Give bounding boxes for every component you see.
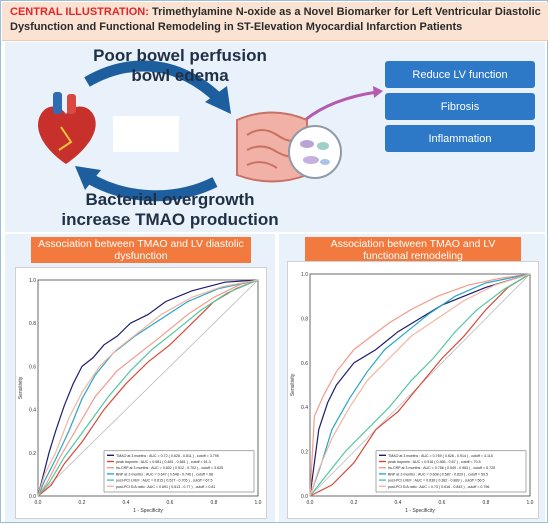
legend-box bbox=[103, 450, 255, 493]
x-tick-label: 0.2 bbox=[351, 500, 358, 506]
legend-entry: TMAO at 3 months : AUC = 0.769 ( 0.626 -… bbox=[388, 454, 493, 458]
y-tick-label: 0.4 bbox=[29, 408, 36, 414]
x-tick-label: 0.8 bbox=[211, 500, 218, 506]
outcome-box-lv-function: Reduce LV function bbox=[385, 61, 535, 88]
bottom-caption-line1: Bacterial overgrowth bbox=[85, 190, 255, 209]
top-caption-line2: bowl edema bbox=[131, 66, 229, 85]
plot-frame bbox=[309, 273, 531, 497]
x-tick-label: 0.0 bbox=[307, 500, 314, 506]
x-axis-label: 1 - Specificity bbox=[405, 508, 435, 514]
right-panel-title: Association between TMAO and LV functiona… bbox=[305, 237, 521, 263]
legend-entry: post-PCI E/A ratio : AUC = 0.73 ( 0.616 … bbox=[388, 485, 489, 489]
right-plot: 0.0 0.0 0.2 0.2 0.4 0.4 0.6 0.6 0.8 0.8 1.0 1.0 1 - … bbox=[287, 261, 539, 519]
y-tick-label: 0.8 bbox=[301, 316, 308, 322]
legend-entry: post-PCI LVEF : AUC = 0.636 ( 0.382 - 0.… bbox=[388, 479, 485, 483]
y-tick-label: 0.6 bbox=[301, 361, 308, 367]
legend-entry: hs-CRP at 3 months : AUC = 0.602 ( 0.512… bbox=[116, 466, 223, 470]
x-axis-label: 1 - Specificity bbox=[133, 508, 163, 514]
roc-curve bbox=[309, 273, 531, 497]
roc-curve bbox=[309, 273, 531, 497]
legend-entry: hs-CRP at 3 months : AUC = 0.756 ( 0.549… bbox=[388, 466, 495, 470]
top-arrow-head bbox=[205, 86, 231, 114]
legend-entry: post-PCI LVEF : AUC = 0.615 ( 0.527 - 0.… bbox=[116, 479, 213, 483]
intestine-icon bbox=[236, 111, 308, 183]
bottom-arrow bbox=[84, 172, 218, 202]
roc-curve bbox=[37, 279, 259, 497]
outcome-arrow-head bbox=[373, 86, 383, 98]
legend-entry: BNP at 3 months : AUC = 0.608 ( 0.587 - … bbox=[388, 472, 488, 476]
roc-curve bbox=[309, 273, 531, 497]
heart-icon bbox=[38, 92, 96, 164]
x-tick-label: 1.0 bbox=[255, 500, 262, 506]
y-tick-label: 0.4 bbox=[301, 405, 308, 411]
bottom-caption: Bacterial overgrowth increase TMAO produ… bbox=[45, 190, 295, 230]
roc-curve bbox=[37, 279, 259, 497]
title-line2: Dysfunction and Functional Remodeling in… bbox=[10, 21, 463, 33]
x-tick-label: 0.0 bbox=[35, 500, 42, 506]
roc-chart-diastolic: 0.00.0 0.2 0.2 0.4 0.4 0.6 0.6 0.8 0.8 1.0 1.0 1 - … bbox=[18, 278, 262, 514]
right-title-line2: functional remodeling bbox=[363, 250, 463, 262]
diagonal-reference bbox=[37, 279, 259, 497]
legend-entry: peak troponin : AUC = 0.581 ( 0.481 - 0.… bbox=[116, 460, 211, 464]
y-tick-label: 1.0 bbox=[29, 278, 36, 284]
legend-entry: BNP at 3 months : AUC = 0.647 ( 0.548 - … bbox=[116, 472, 213, 476]
y-axis-label: Sensitivity bbox=[290, 373, 296, 396]
top-caption: Poor bowel perfusion bowl edema bbox=[75, 46, 285, 86]
left-plot: 0.0 0.0 0.2 0.2 0.4 0.4 0.6 0.6 0.8 0.8 1.0 1.0 1 - … bbox=[15, 267, 267, 519]
roc-curve bbox=[309, 273, 531, 497]
bacteria-icon bbox=[288, 125, 342, 179]
roc-curve bbox=[37, 279, 259, 497]
outcome-arrow bbox=[304, 90, 378, 122]
left-title-line2: dysfunction bbox=[114, 250, 168, 262]
outcome-box-inflammation: Inflammation bbox=[385, 125, 535, 152]
legend-box bbox=[375, 450, 527, 493]
roc-curve bbox=[309, 273, 531, 497]
y-tick-label: 0.6 bbox=[29, 364, 36, 370]
roc-curve bbox=[37, 279, 259, 497]
y-axis-label: Sensitivity bbox=[18, 376, 24, 399]
x-tick-label: 0.2 bbox=[79, 500, 86, 506]
roc-curve bbox=[37, 279, 259, 497]
title-band: CENTRAL ILLUSTRATION: Trimethylamine N-o… bbox=[2, 2, 548, 41]
left-panel-title: Association between TMAO and LV diastoli… bbox=[31, 237, 251, 263]
title-line1: Trimethylamine N-oxide as a Novel Biomar… bbox=[148, 6, 541, 18]
x-tick-label: 0.6 bbox=[439, 500, 446, 506]
right-title-line1: Association between TMAO and LV bbox=[330, 238, 496, 250]
y-tick-label: 0.2 bbox=[301, 450, 308, 456]
title-label: CENTRAL ILLUSTRATION: bbox=[10, 6, 149, 18]
roc-curve bbox=[309, 273, 531, 497]
plot-frame bbox=[37, 279, 259, 497]
blank-box bbox=[113, 116, 179, 152]
y-tick-label: 0.0 bbox=[301, 494, 308, 500]
y-tick-label: 0.8 bbox=[29, 321, 36, 327]
page-title: CENTRAL ILLUSTRATION: Trimethylamine N-o… bbox=[10, 5, 546, 35]
y-tick-label: 0.0 bbox=[29, 494, 36, 500]
x-tick-label: 1.0 bbox=[527, 500, 534, 506]
bottom-caption-line2: increase TMAO production bbox=[61, 210, 279, 229]
bottom-arrow-head bbox=[75, 166, 101, 190]
y-tick-label: 0.2 bbox=[29, 451, 36, 457]
top-caption-line1: Poor bowel perfusion bbox=[93, 46, 267, 65]
left-title-line1: Association between TMAO and LV diastoli… bbox=[38, 238, 244, 250]
x-tick-label: 0.6 bbox=[167, 500, 174, 506]
legend-entry: TMAO at 3 months : AUC = 0.72 ( 0.628 - … bbox=[116, 454, 219, 458]
legend-entry: post-PCI E/A ratio : AUC = 0.691 ( 0.613… bbox=[116, 485, 215, 489]
top-arrow bbox=[84, 60, 224, 104]
y-tick-label: 1.0 bbox=[301, 272, 308, 278]
roc-chart-remodeling: 0.00.0 0.2 0.2 0.4 0.4 0.6 0.6 0.8 0.8 1.0 1.0 1 - … bbox=[290, 272, 534, 514]
legend-entry: peak troponin : AUC = 0.516 ( 0.365 - 0.… bbox=[388, 460, 481, 464]
x-tick-label: 0.8 bbox=[483, 500, 490, 506]
x-tick-label: 0.4 bbox=[123, 500, 130, 506]
cycle-arrows bbox=[75, 60, 383, 202]
x-tick-label: 0.4 bbox=[395, 500, 402, 506]
outcome-box-fibrosis: Fibrosis bbox=[385, 93, 535, 120]
mechanism-panel: Poor bowel perfusion bowl edema Bacteria… bbox=[5, 42, 545, 232]
